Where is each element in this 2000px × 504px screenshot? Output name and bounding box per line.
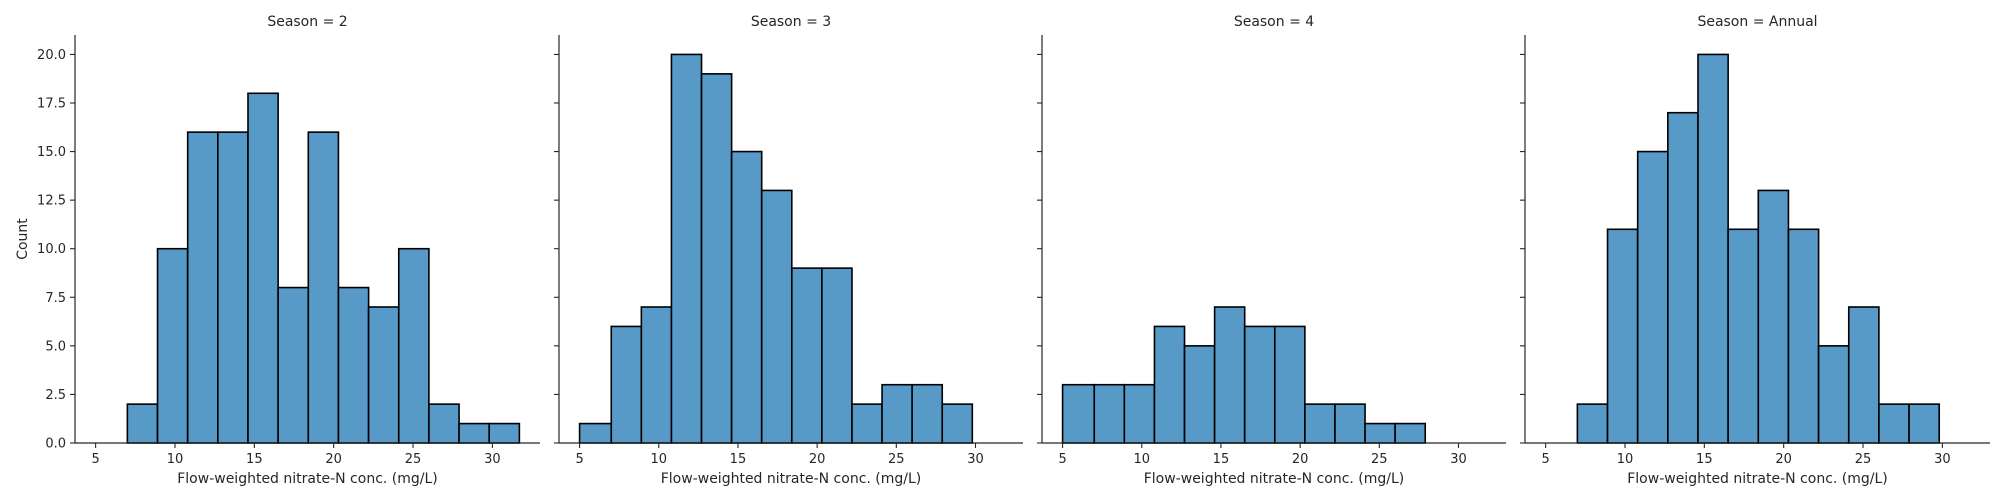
histogram-bar (1757, 189, 1790, 444)
x-tick-label: 5 (1541, 452, 1549, 467)
histogram-bar (247, 92, 279, 444)
histogram-bar (1213, 306, 1246, 444)
x-axis-label: Flow-weighted nitrate-N conc. (mg/L) (177, 471, 438, 487)
histogram-bar (881, 383, 913, 444)
x-axis-label: Flow-weighted nitrate-N conc. (mg/L) (661, 471, 922, 487)
facet-title: Season = Annual (1697, 14, 1817, 30)
x-tick-label: 10 (1617, 452, 1634, 467)
histogram-bar (307, 131, 340, 444)
histogram-bar (1334, 403, 1366, 444)
histogram-bar (1183, 345, 1216, 444)
x-axis-label: Flow-weighted nitrate-N conc. (mg/L) (1627, 471, 1888, 487)
y-tick-label: 12.5 (37, 194, 66, 209)
histogram-bar (1243, 325, 1276, 444)
x-tick-label: 15 (246, 452, 263, 467)
histogram-bar (1727, 228, 1760, 444)
histogram-bar (1394, 422, 1427, 444)
x-tick-label: 30 (967, 452, 984, 467)
histogram-bar (1273, 325, 1306, 444)
histogram-bar (1697, 53, 1729, 444)
histogram-bar (1061, 383, 1096, 444)
facet-panel-Annual: 5 10 15 20 25 30 Season = Annual Flow-weighted … (1520, 14, 1990, 487)
x-axis-label: Flow-weighted nitrate-N conc. (mg/L) (1144, 471, 1405, 487)
histogram-bar (1153, 325, 1186, 444)
histogram-bar (1908, 403, 1941, 444)
histogram-bar (851, 403, 883, 444)
histogram-bar (730, 150, 763, 444)
histogram-bar (1636, 150, 1669, 444)
histogram-bar (911, 383, 944, 444)
x-tick-label: 10 (650, 452, 667, 467)
x-tick-label: 5 (91, 452, 99, 467)
facet-panel-2: 5 10 15 20 25 30 0.0 2.5 5.0 7.5 10.0 12.5 15.0 17.5 2… (15, 14, 540, 487)
histogram-bar (277, 286, 310, 444)
x-tick-label: 10 (167, 452, 184, 467)
x-tick-label: 10 (1133, 452, 1150, 467)
histogram-bar (578, 422, 613, 444)
y-tick-label: 5.0 (45, 339, 66, 354)
x-tick-label: 15 (730, 452, 747, 467)
histogram-bar (217, 131, 249, 444)
x-tick-label: 15 (1696, 452, 1713, 467)
x-tick-label: 20 (325, 452, 342, 467)
x-tick-label: 25 (888, 452, 905, 467)
histogram-bar (941, 403, 974, 444)
y-tick-label: 20.0 (37, 48, 66, 63)
histogram-bar (700, 73, 733, 444)
histogram-bar (186, 131, 219, 444)
histogram-bar (1364, 422, 1396, 444)
histogram-bar (156, 247, 189, 444)
histogram-bar (610, 325, 643, 444)
facet-panel-3: 5 10 15 20 25 30 Season = 3 Flow-weighted nitra… (554, 14, 1023, 487)
histogram-bar (1576, 403, 1609, 444)
histogram-bar (458, 422, 491, 444)
x-tick-label: 5 (1058, 452, 1066, 467)
x-tick-label: 30 (1934, 452, 1951, 467)
histogram-bar (337, 286, 370, 444)
histogram-bar (126, 403, 159, 444)
facet-title: Season = 2 (267, 14, 347, 30)
histogram-bar (1123, 383, 1156, 444)
y-tick-label: 10.0 (37, 242, 66, 257)
x-tick-label: 30 (484, 452, 501, 467)
x-tick-label: 15 (1213, 452, 1230, 467)
y-tick-label: 2.5 (45, 388, 66, 403)
histogram-bar (1878, 403, 1910, 444)
histogram-bar (640, 306, 673, 444)
histogram-bar (760, 189, 793, 444)
y-tick-label: 7.5 (45, 291, 66, 306)
histogram-bar (790, 267, 823, 444)
histogram-bar (1817, 345, 1850, 444)
histogram-bar (821, 267, 853, 444)
x-tick-label: 20 (1292, 452, 1309, 467)
facet-title: Season = 3 (751, 14, 831, 30)
histogram-bar (670, 53, 703, 444)
histogram-bar (488, 422, 521, 444)
y-tick-label: 15.0 (37, 145, 66, 160)
histogram-bar (1093, 383, 1126, 444)
histogram-bar (1667, 111, 1699, 444)
histogram-bar (1606, 228, 1639, 444)
x-tick-label: 25 (405, 452, 422, 467)
y-tick-label: 17.5 (37, 97, 66, 112)
x-tick-label: 20 (809, 452, 826, 467)
facet-title: Season = 4 (1234, 14, 1314, 30)
y-axis-label: Count (15, 218, 31, 260)
x-tick-label: 25 (1855, 452, 1872, 467)
facet-panel-4: 5 10 15 20 25 30 Season = 4 Flow-weighted nitra… (1037, 14, 1506, 487)
histogram-bar (1304, 403, 1336, 444)
histogram-bar (1847, 306, 1880, 444)
histogram-bar (1787, 228, 1820, 444)
y-tick-label: 0.0 (45, 437, 66, 452)
histogram-bar (367, 306, 400, 444)
x-tick-label: 25 (1371, 452, 1388, 467)
x-tick-label: 20 (1775, 452, 1792, 467)
x-tick-label: 30 (1450, 452, 1467, 467)
x-tick-label: 5 (575, 452, 583, 467)
histogram-bar (397, 247, 430, 444)
histogram-bar (428, 403, 460, 444)
